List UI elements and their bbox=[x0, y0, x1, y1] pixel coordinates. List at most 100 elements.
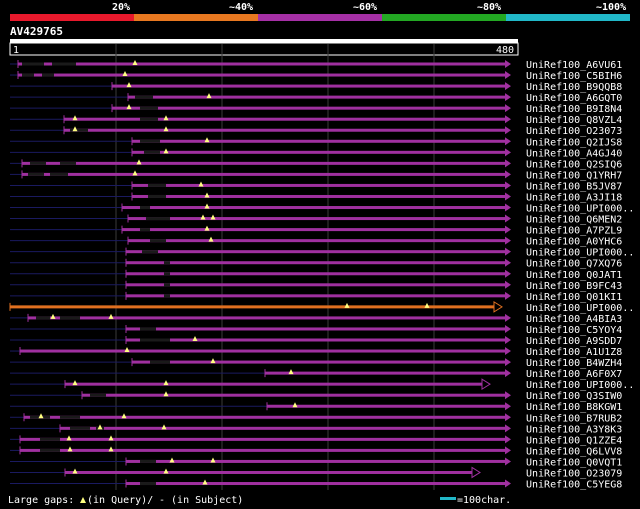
hit-label[interactable]: UniRef100_B8KGW1 bbox=[526, 402, 622, 413]
hit-subject-gap bbox=[146, 217, 170, 221]
hit-row[interactable]: UniRef100_B9I8N4 bbox=[10, 104, 622, 115]
hit-row[interactable]: UniRef100_Q1ZZE4 bbox=[10, 435, 622, 446]
hit-label[interactable]: UniRef100_UPI000.. bbox=[526, 204, 634, 215]
hit-row[interactable]: UniRef100_A4BIA3 bbox=[10, 313, 622, 325]
hit-row[interactable]: UniRef100_C5YOY4 bbox=[10, 324, 622, 336]
hit-label[interactable]: UniRef100_B9QQB8 bbox=[526, 82, 622, 93]
hit-label[interactable]: UniRef100_A3JI18 bbox=[526, 192, 622, 203]
hit-label[interactable]: UniRef100_A6VU61 bbox=[526, 60, 622, 71]
hit-label[interactable]: UniRef100_Q01KI1 bbox=[526, 292, 622, 303]
legend-label: ~40% bbox=[229, 2, 253, 13]
hit-label[interactable]: UniRef100_A7PZL9 bbox=[526, 226, 622, 237]
hit-label[interactable]: UniRef100_Q7XQ76 bbox=[526, 259, 622, 270]
hit-row[interactable]: UniRef100_Q0JAT1 bbox=[10, 269, 622, 281]
hit-label[interactable]: UniRef100_C5YOY4 bbox=[526, 325, 622, 336]
hit-row[interactable]: UniRef100_A6GQT0 bbox=[10, 93, 622, 104]
hit-label[interactable]: UniRef100_UPI000.. bbox=[526, 380, 634, 391]
hit-label[interactable]: UniRef100_B5JV87 bbox=[526, 181, 622, 192]
hit-label[interactable]: UniRef100_O23073 bbox=[526, 126, 622, 137]
query-bar bbox=[10, 39, 518, 43]
hit-label[interactable]: UniRef100_Q6LVV8 bbox=[526, 446, 622, 457]
hit-alignment-bar bbox=[60, 426, 505, 430]
hit-row[interactable]: UniRef100_Q8VZL4 bbox=[10, 115, 622, 126]
hit-label[interactable]: UniRef100_A6GQT0 bbox=[526, 93, 622, 104]
hit-row[interactable]: UniRef100_UPI000.. bbox=[10, 247, 634, 259]
hit-label[interactable]: UniRef100_A1U1Z8 bbox=[526, 347, 622, 358]
hit-row[interactable]: UniRef100_A6VU61 bbox=[10, 60, 622, 71]
hit-row[interactable]: UniRef100_A3JI18 bbox=[10, 192, 622, 203]
hit-row[interactable]: UniRef100_UPI000.. bbox=[9, 300, 634, 314]
hit-row[interactable]: UniRef100_Q1YRH7 bbox=[10, 170, 622, 181]
hit-label[interactable]: UniRef100_A3Y8K3 bbox=[526, 424, 622, 435]
hit-row[interactable]: UniRef100_C5BIH6 bbox=[10, 71, 622, 82]
hit-label[interactable]: UniRef100_B7RUB2 bbox=[526, 413, 622, 424]
hit-query-gap-icon bbox=[122, 71, 128, 77]
hit-row[interactable]: UniRef100_O23073 bbox=[10, 126, 622, 137]
hit-label[interactable]: UniRef100_Q1YRH7 bbox=[526, 170, 622, 181]
hit-row[interactable]: UniRef100_A4GJ40 bbox=[10, 148, 622, 159]
scale-label: =100char. bbox=[457, 495, 511, 506]
hit-row[interactable]: UniRef100_O23079 bbox=[10, 466, 622, 479]
hit-row[interactable]: UniRef100_Q3SIW0 bbox=[10, 391, 622, 402]
hit-row[interactable]: UniRef100_B9QQB8 bbox=[10, 82, 622, 93]
hit-row[interactable]: UniRef100_A9SDD7 bbox=[10, 336, 622, 347]
legend-label: ~80% bbox=[477, 2, 501, 13]
hit-row[interactable]: UniRef100_A6F0X7 bbox=[10, 369, 622, 380]
hit-query-gap-icon bbox=[72, 468, 78, 474]
hit-label[interactable]: UniRef100_UPI000.. bbox=[526, 303, 634, 314]
hit-row[interactable]: UniRef100_Q2SIQ6 bbox=[10, 159, 622, 170]
hit-row[interactable]: UniRef100_A1U1Z8 bbox=[10, 347, 622, 358]
hit-row[interactable]: UniRef100_Q7XQ76 bbox=[10, 258, 622, 270]
hit-label[interactable]: UniRef100_Q0VQT1 bbox=[526, 457, 622, 468]
hit-label[interactable]: UniRef100_A4GJ40 bbox=[526, 148, 622, 159]
hit-alignment-bar bbox=[132, 139, 505, 143]
legend-segment bbox=[382, 14, 506, 21]
hit-query-gap-icon bbox=[72, 126, 78, 132]
hit-label[interactable]: UniRef100_B4WZH4 bbox=[526, 358, 622, 369]
hit-row[interactable]: UniRef100_UPI000.. bbox=[10, 203, 634, 215]
hit-row[interactable]: UniRef100_B4WZH4 bbox=[10, 358, 622, 369]
query-gap-note: (in Query)/ bbox=[87, 495, 153, 506]
hit-row[interactable]: UniRef100_B7RUB2 bbox=[10, 413, 622, 424]
hit-end-arrow bbox=[505, 291, 511, 300]
hit-label[interactable]: UniRef100_Q1ZZE4 bbox=[526, 435, 622, 446]
hit-label[interactable]: UniRef100_C5BIH6 bbox=[526, 71, 622, 82]
hit-row[interactable]: UniRef100_A3Y8K3 bbox=[10, 424, 622, 435]
hit-row[interactable]: UniRef100_C5YEG8 bbox=[10, 479, 622, 491]
hit-query-gap-icon bbox=[202, 479, 208, 485]
hit-label[interactable]: UniRef100_A4BIA3 bbox=[526, 314, 622, 325]
hit-label[interactable]: UniRef100_A6F0X7 bbox=[526, 369, 622, 380]
hit-row[interactable]: UniRef100_B9FC43 bbox=[10, 280, 622, 292]
hit-label[interactable]: UniRef100_Q8VZL4 bbox=[526, 115, 622, 126]
hit-query-gap-icon bbox=[163, 380, 169, 386]
hit-label[interactable]: UniRef100_O23079 bbox=[526, 468, 622, 479]
query-end-label: 480 bbox=[496, 45, 514, 56]
hit-label[interactable]: UniRef100_Q0JAT1 bbox=[526, 270, 622, 281]
hit-subject-gap bbox=[140, 206, 150, 210]
hit-row[interactable]: UniRef100_A7PZL9 bbox=[10, 225, 622, 237]
hit-label[interactable]: UniRef100_B9I8N4 bbox=[526, 104, 622, 115]
hit-label[interactable]: UniRef100_C5YEG8 bbox=[526, 480, 622, 491]
hit-label[interactable]: UniRef100_UPI000.. bbox=[526, 248, 634, 259]
hit-label[interactable]: UniRef100_Q2SIQ6 bbox=[526, 159, 622, 170]
hit-row[interactable]: UniRef100_B8KGW1 bbox=[10, 402, 622, 413]
hit-row[interactable]: UniRef100_A0YHC6 bbox=[10, 236, 622, 248]
hit-row[interactable]: UniRef100_B5JV87 bbox=[10, 181, 622, 192]
hit-label[interactable]: UniRef100_B9FC43 bbox=[526, 281, 622, 292]
hit-row[interactable]: UniRef100_Q0VQT1 bbox=[10, 457, 622, 468]
hit-row[interactable]: UniRef100_Q6LVV8 bbox=[10, 446, 622, 457]
hit-row[interactable]: UniRef100_Q2IJS8 bbox=[10, 137, 622, 148]
hit-label[interactable]: UniRef100_Q2IJS8 bbox=[526, 137, 622, 148]
hit-subject-gap bbox=[36, 316, 50, 320]
hit-label[interactable]: UniRef100_Q6MEN2 bbox=[526, 215, 622, 226]
hit-alignment-bar bbox=[64, 128, 505, 132]
hit-query-gap-icon bbox=[38, 413, 44, 419]
hit-alignment-bar bbox=[18, 73, 505, 77]
hit-alignment-bar bbox=[128, 217, 505, 221]
hit-row[interactable]: UniRef100_Q01KI1 bbox=[10, 291, 622, 303]
hit-label[interactable]: UniRef100_Q3SIW0 bbox=[526, 391, 622, 402]
hit-row[interactable]: UniRef100_Q6MEN2 bbox=[10, 214, 622, 226]
hit-row[interactable]: UniRef100_UPI000.. bbox=[10, 378, 634, 391]
hit-label[interactable]: UniRef100_A9SDD7 bbox=[526, 336, 622, 347]
hit-label[interactable]: UniRef100_A0YHC6 bbox=[526, 237, 622, 248]
